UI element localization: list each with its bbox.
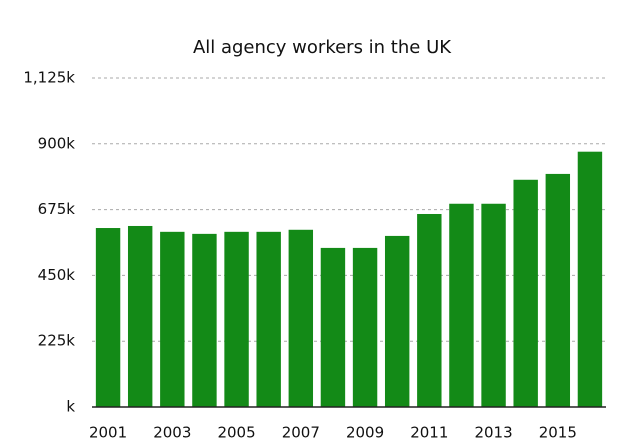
bar xyxy=(352,247,378,407)
bar xyxy=(224,231,249,407)
bar xyxy=(95,228,121,407)
bar xyxy=(288,229,314,407)
y-tick-label: 675k xyxy=(38,200,76,218)
bar xyxy=(384,235,410,407)
bar xyxy=(449,203,474,407)
bar xyxy=(545,173,571,407)
x-tick-label: 2009 xyxy=(346,424,384,442)
y-tick-label: 450k xyxy=(38,266,76,284)
bar xyxy=(577,151,603,407)
x-tick-label: 2013 xyxy=(474,424,512,442)
bar xyxy=(192,233,217,407)
y-tick-label: k xyxy=(66,398,75,416)
chart-title: All agency workers in the UK xyxy=(193,37,452,58)
x-tick-label: 2007 xyxy=(282,424,320,442)
x-tick-label: 2005 xyxy=(217,424,255,442)
x-tick-label: 2001 xyxy=(89,424,127,442)
x-tick-label: 2003 xyxy=(153,424,191,442)
bar xyxy=(513,179,538,407)
bar xyxy=(127,225,153,407)
bar xyxy=(417,213,442,407)
x-tick-label: 2011 xyxy=(410,424,448,442)
y-tick-label: 900k xyxy=(38,134,76,152)
bar xyxy=(320,247,346,407)
y-tick-label: 225k xyxy=(38,332,76,350)
x-tick-label: 2015 xyxy=(539,424,577,442)
bar xyxy=(481,203,506,407)
bar xyxy=(256,231,281,407)
y-tick-label: 1,125k xyxy=(23,69,75,87)
bar xyxy=(160,231,185,407)
